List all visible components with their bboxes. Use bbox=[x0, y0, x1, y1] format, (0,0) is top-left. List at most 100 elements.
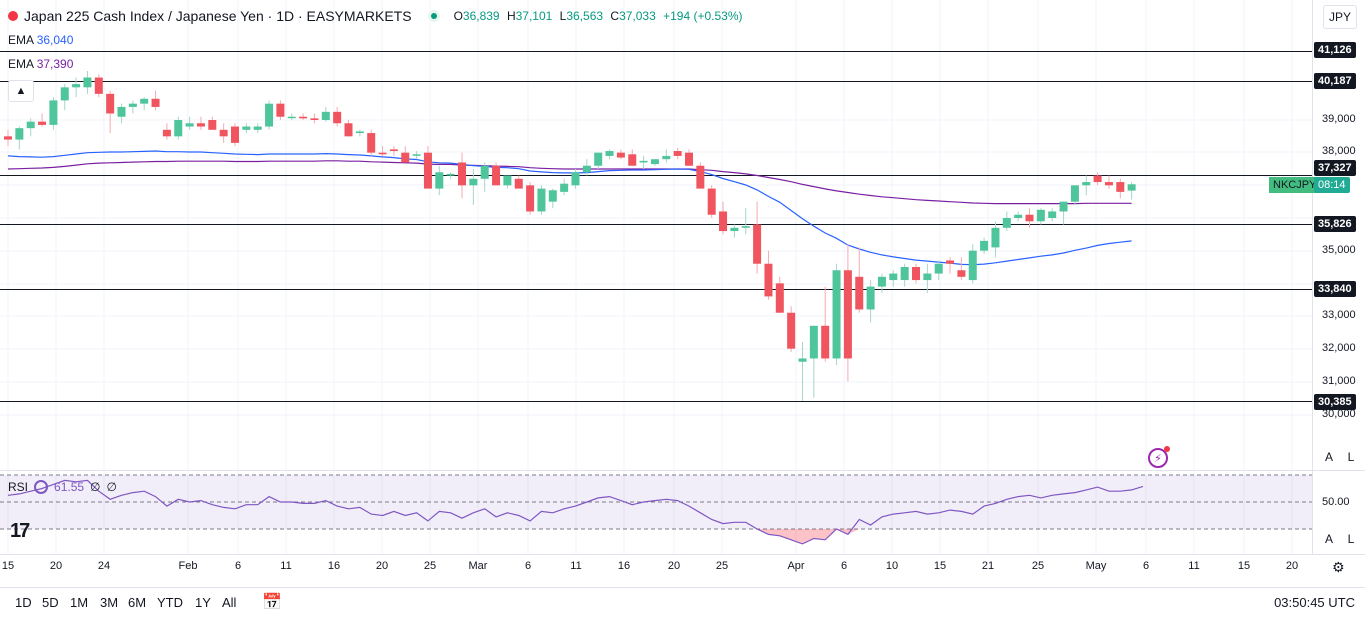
candle bbox=[4, 129, 12, 147]
timeframe-6m[interactable]: 6M bbox=[128, 595, 147, 610]
timeframe-1y[interactable]: 1Y bbox=[195, 595, 211, 610]
candle bbox=[151, 90, 160, 111]
candle bbox=[196, 116, 205, 130]
candle-body bbox=[185, 123, 194, 127]
timeframe-1m[interactable]: 1M bbox=[70, 595, 89, 610]
chart-header: Japan 225 Cash Index / Japanese Yen · 1D… bbox=[8, 5, 747, 27]
candle bbox=[855, 247, 864, 313]
time-label: 16 bbox=[617, 560, 631, 572]
candle bbox=[60, 84, 69, 111]
candle bbox=[72, 77, 81, 98]
level-tag[interactable]: 41,126 bbox=[1314, 42, 1356, 58]
candle bbox=[412, 151, 421, 160]
time-label: 20 bbox=[49, 560, 63, 572]
candle bbox=[1104, 175, 1113, 189]
timeframe-3m[interactable]: 3M bbox=[100, 595, 119, 610]
time-label: 11 bbox=[1188, 560, 1200, 572]
price-label: 32,000 bbox=[1322, 342, 1356, 354]
candle-body bbox=[412, 154, 421, 156]
time-label: 6 bbox=[1142, 560, 1150, 572]
candle bbox=[1014, 211, 1023, 222]
rsi-log-scale-button[interactable]: L bbox=[1341, 529, 1361, 549]
candle bbox=[809, 325, 818, 398]
utc-clock[interactable]: 03:50:45 UTC bbox=[1274, 595, 1355, 610]
horizontal-levels bbox=[0, 51, 1313, 402]
time-label: May bbox=[1085, 560, 1107, 572]
price-label: 39,000 bbox=[1322, 113, 1356, 125]
rsi-settings-icon[interactable] bbox=[34, 480, 49, 494]
lightning-icon[interactable]: ⚡ bbox=[1148, 446, 1170, 468]
candle-body bbox=[537, 188, 546, 212]
timeframe-5d[interactable]: 5D bbox=[42, 595, 59, 610]
candle bbox=[355, 129, 364, 137]
ema-slow-legend[interactable]: EMA 37,390 bbox=[8, 57, 74, 71]
candle-body bbox=[809, 325, 818, 359]
symbol-tag: NKCJPY bbox=[1269, 177, 1321, 193]
auto-scale-button[interactable]: A bbox=[1319, 447, 1339, 467]
candle bbox=[185, 116, 194, 130]
candle bbox=[49, 97, 58, 130]
candle bbox=[639, 155, 648, 169]
candle-body bbox=[1104, 182, 1113, 186]
candle bbox=[832, 263, 841, 365]
timeframe-all[interactable]: All bbox=[222, 595, 237, 610]
currency-button[interactable]: JPY bbox=[1323, 5, 1357, 29]
candle-body bbox=[151, 98, 160, 107]
candle-body bbox=[26, 121, 35, 129]
ema-fast-value: 36,040 bbox=[36, 33, 74, 47]
candle bbox=[900, 263, 909, 287]
gear-icon[interactable]: ⚙ bbox=[1332, 559, 1345, 575]
candle-body bbox=[526, 185, 535, 212]
candle-body bbox=[276, 103, 285, 117]
candle bbox=[514, 175, 523, 189]
candle-body bbox=[242, 126, 251, 130]
candle-body bbox=[968, 250, 977, 281]
time-label: Mar bbox=[468, 560, 488, 572]
calendar-icon[interactable]: 📅 bbox=[262, 594, 282, 611]
time-label: 24 bbox=[97, 560, 111, 572]
ema-fast-legend[interactable]: EMA 36,040 bbox=[8, 33, 74, 47]
level-tag[interactable]: 33,840 bbox=[1314, 281, 1356, 297]
candle-body bbox=[650, 159, 659, 165]
candle bbox=[446, 172, 455, 179]
tradingview-logo-icon[interactable]: 17 bbox=[10, 520, 30, 542]
candle-body bbox=[287, 116, 296, 119]
time-label: 21 bbox=[981, 560, 995, 572]
candle bbox=[310, 113, 319, 124]
level-tag[interactable]: 40,187 bbox=[1314, 73, 1356, 89]
pane-separators bbox=[0, 0, 1365, 588]
ema-slow-line bbox=[7, 160, 1132, 205]
candle bbox=[162, 123, 171, 140]
candle bbox=[242, 123, 251, 134]
candle-body bbox=[469, 178, 478, 186]
candle bbox=[344, 120, 353, 137]
timeframe-1d[interactable]: 1D bbox=[15, 595, 32, 610]
candle bbox=[378, 146, 387, 156]
log-scale-button[interactable]: L bbox=[1341, 447, 1361, 467]
time-label: 10 bbox=[885, 560, 899, 572]
candle-body bbox=[855, 276, 864, 310]
candle bbox=[889, 270, 898, 287]
candle bbox=[775, 276, 784, 313]
candle-body bbox=[219, 129, 228, 137]
candle bbox=[582, 159, 591, 176]
rsi-legend[interactable]: RSI 61.55 ∅ ∅ bbox=[8, 480, 117, 494]
candle-body bbox=[1048, 211, 1057, 218]
rsi-oversold-fill bbox=[757, 529, 860, 544]
level-tag[interactable]: 35,826 bbox=[1314, 216, 1356, 232]
candle-body bbox=[140, 98, 149, 104]
level-tag[interactable]: 37,327 bbox=[1314, 160, 1356, 176]
rsi-auto-scale-button[interactable]: A bbox=[1319, 529, 1339, 549]
candle bbox=[174, 116, 183, 140]
time-label: Apr bbox=[787, 560, 805, 572]
symbol-title[interactable]: Japan 225 Cash Index / Japanese Yen · 1D… bbox=[24, 8, 412, 24]
level-tag[interactable]: 30,385 bbox=[1314, 394, 1356, 410]
collapse-legend-button[interactable]: ▲ bbox=[8, 80, 34, 102]
candle bbox=[934, 260, 943, 281]
candle-body bbox=[15, 128, 24, 140]
candle-body bbox=[128, 103, 137, 107]
time-label: 20 bbox=[375, 560, 389, 572]
symbol-icon bbox=[8, 11, 18, 21]
timeframe-ytd[interactable]: YTD bbox=[157, 595, 183, 610]
